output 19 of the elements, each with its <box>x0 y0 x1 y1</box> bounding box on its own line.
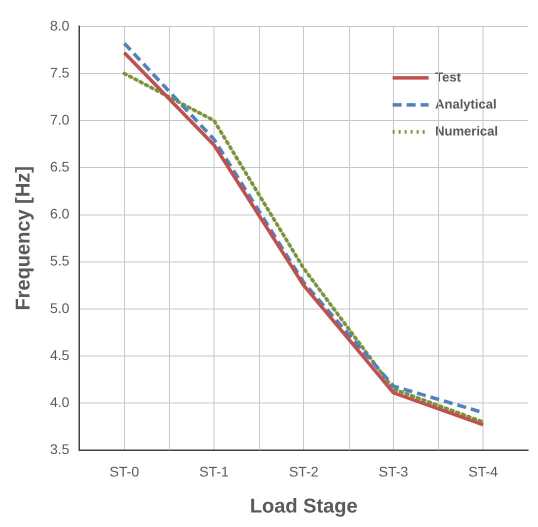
legend-label: Numerical <box>435 123 498 138</box>
y-tick-label: 5.0 <box>50 300 70 316</box>
y-tick-label: 5.5 <box>50 252 70 269</box>
y-tick-label: 8.0 <box>50 17 70 34</box>
y-tick-label: 3.5 <box>50 441 70 458</box>
y-tick-label: 4.5 <box>50 346 70 363</box>
x-axis-title: Load Stage <box>250 496 358 518</box>
x-tick-label: ST-2 <box>288 463 319 480</box>
x-tick-label: ST-1 <box>199 463 230 480</box>
x-tick-label: ST-0 <box>110 463 140 480</box>
x-tick-label: ST-3 <box>378 463 408 480</box>
y-tick-label: 4.0 <box>50 394 70 410</box>
legend-label: Analytical <box>435 96 497 112</box>
y-axis-title: Frequency [Hz] <box>12 166 35 311</box>
y-tick-label: 6.0 <box>50 206 70 222</box>
x-tick-label: ST-4 <box>468 463 498 480</box>
y-tick-label: 6.5 <box>50 158 70 175</box>
y-tick-label: 7.5 <box>50 64 70 80</box>
y-tick-label: 7.0 <box>50 111 70 128</box>
